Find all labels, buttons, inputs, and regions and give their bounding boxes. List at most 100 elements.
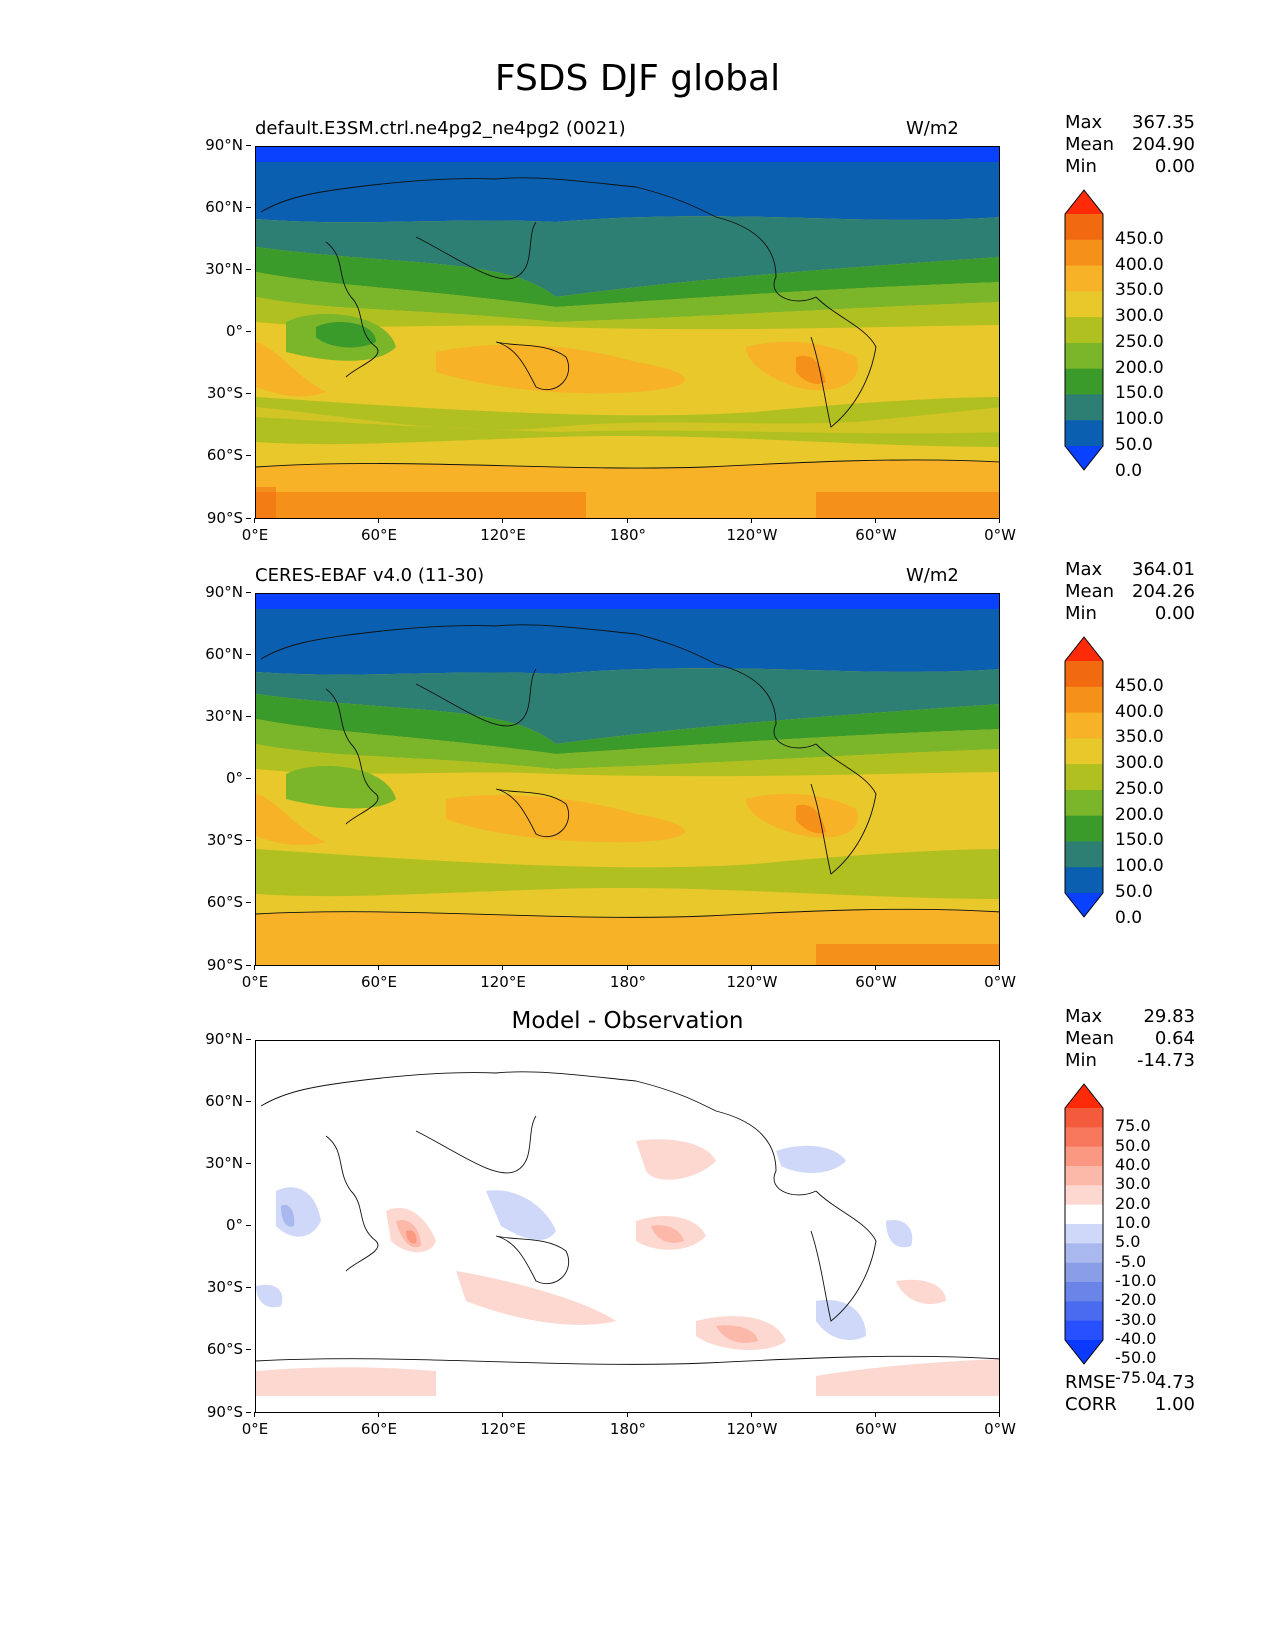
colorbar-segment: [1065, 841, 1103, 868]
colorbar-tick-label: 400.0: [1115, 701, 1164, 722]
stat-value: 0.00: [1154, 156, 1195, 177]
lat-tick-label: 30°N: [205, 707, 251, 725]
stat-min: Min 0.00: [1065, 603, 1195, 625]
colorbar-tick-label: 100.0: [1115, 409, 1164, 430]
colorbar-segment: [1065, 893, 1103, 917]
lat-tick-label: 0°: [225, 769, 252, 787]
colorbar-tick-label: 0.0: [1115, 460, 1143, 481]
colorbar-tick-label: 250.0: [1115, 778, 1164, 799]
lat-tick-label: 30°N: [205, 1154, 251, 1172]
lon-tick-label: 120°W: [722, 965, 782, 991]
colorbar-tick-label: 450.0: [1115, 675, 1164, 696]
colorbar-segment: [1065, 789, 1103, 817]
colorbar-tick-label: 350.0: [1115, 280, 1164, 301]
colorbar-outline: [1064, 636, 1104, 918]
difference-panel: Model - Observation: [170, 1006, 1210, 1442]
lon-tick-label: 180°: [598, 518, 658, 544]
colorbar: [1064, 636, 1104, 918]
lat-tick-label: 60°S: [206, 446, 252, 464]
stat-value: 204.26: [1132, 581, 1195, 602]
stat-mean: Mean 0.64: [1065, 1028, 1195, 1050]
metrics-block: RMSE 4.73 CORR 1.00: [1065, 1372, 1195, 1416]
observation-map: [255, 593, 1000, 966]
panel-units: W/m2: [906, 565, 959, 586]
colorbar-tick-label: -20.0: [1115, 1290, 1157, 1310]
stat-label: Max: [1065, 112, 1103, 133]
colorbar-segment: [1065, 239, 1103, 267]
colorbar-segment: [1065, 291, 1103, 318]
colorbar-tick-label: 300.0: [1115, 306, 1164, 327]
lat-tick-label: 90°S: [206, 1403, 252, 1421]
colorbar-segment: [1065, 1166, 1103, 1186]
lat-tick-label: 60°S: [206, 1340, 252, 1358]
colorbar-outline: [1064, 189, 1104, 471]
colorbar-tick-label: 200.0: [1115, 804, 1164, 825]
metric-value: 4.73: [1154, 1372, 1195, 1393]
colorbar-tick-label: 300.0: [1115, 753, 1164, 774]
colorbar-tick-label: 100.0: [1115, 856, 1164, 877]
stat-min: Min -14.73: [1065, 1050, 1195, 1072]
colorbar-segment: [1065, 1243, 1103, 1264]
colorbar-tick-label: 400.0: [1115, 254, 1164, 275]
lat-tick-label: 30°S: [206, 831, 252, 849]
colorbar-tick-label: -30.0: [1115, 1309, 1157, 1329]
colorbar-tick-label: 0.0: [1115, 907, 1143, 928]
colorbar: [1064, 1083, 1104, 1365]
lon-tick-label: 0°E: [225, 1412, 285, 1438]
colorbar-segment: [1065, 1204, 1103, 1225]
colorbar-outline: [1064, 1083, 1104, 1365]
lon-tick-label: 60°W: [846, 965, 906, 991]
lon-tick-label: 60°W: [846, 518, 906, 544]
colorbar-tick-label: 150.0: [1115, 830, 1164, 851]
difference-map: [255, 1040, 1000, 1413]
lon-tick-label: 60°E: [349, 965, 409, 991]
colorbar-tick-label: -75.0: [1115, 1367, 1157, 1387]
stats-block: Max 364.01 Mean 204.26 Min 0.00: [1065, 559, 1195, 625]
colorbar-segment: [1065, 1084, 1103, 1108]
stat-max: Max 29.83: [1065, 1006, 1195, 1028]
colorbar-tick-label: 200.0: [1115, 357, 1164, 378]
lon-tick-label: 0°W: [970, 1412, 1030, 1438]
stat-label: Max: [1065, 559, 1103, 580]
colorbar-segment: [1065, 394, 1103, 421]
colorbar-tick-label: -5.0: [1115, 1251, 1147, 1271]
model-map: [255, 146, 1000, 519]
lon-tick-label: 120°W: [722, 1412, 782, 1438]
model-panel: default.E3SM.ctrl.ne4pg2_ne4pg2 (0021) W…: [170, 112, 1210, 548]
lon-tick-label: 120°W: [722, 518, 782, 544]
colorbar-segment: [1065, 867, 1103, 894]
lon-tick-label: 0°W: [970, 965, 1030, 991]
colorbar-segment: [1065, 738, 1103, 765]
lat-tick-label: 0°: [225, 322, 252, 340]
colorbar-tick-label: 450.0: [1115, 228, 1164, 249]
metric-corr: CORR 1.00: [1065, 1394, 1195, 1416]
colorbar-segment: [1065, 214, 1103, 241]
stat-label: Mean: [1065, 1028, 1115, 1049]
stat-max: Max 367.35: [1065, 112, 1195, 134]
colorbar-segment: [1065, 1282, 1103, 1302]
metric-label: CORR: [1065, 1394, 1117, 1415]
colorbar-segment: [1065, 446, 1103, 470]
lon-tick-label: 180°: [598, 965, 658, 991]
lon-tick-label: 60°W: [846, 1412, 906, 1438]
lon-tick-label: 120°E: [473, 1412, 533, 1438]
panel-title: Model - Observation: [511, 1008, 744, 1034]
figure-title: FSDS DJF global: [494, 58, 781, 99]
stat-label: Min: [1065, 1050, 1097, 1071]
colorbar-segment: [1065, 661, 1103, 688]
stat-value: 204.90: [1132, 134, 1195, 155]
colorbar-segment: [1065, 1340, 1103, 1364]
stats-block: Max 29.83 Mean 0.64 Min -14.73: [1065, 1006, 1195, 1072]
colorbar-tick-label: 50.0: [1115, 1135, 1151, 1155]
stat-value: 29.83: [1143, 1006, 1195, 1027]
lat-tick-label: 90°S: [206, 509, 252, 527]
lon-tick-label: 0°W: [970, 518, 1030, 544]
stat-value: -14.73: [1136, 1050, 1195, 1071]
lon-tick-label: 60°E: [349, 1412, 409, 1438]
colorbar-segment: [1065, 1262, 1103, 1283]
lat-tick-label: 0°: [225, 1216, 252, 1234]
observation-panel: CERES-EBAF v4.0 (11-30) W/m2: [170, 559, 1210, 995]
lat-tick-label: 90°S: [206, 956, 252, 974]
colorbar-tick-label: 50.0: [1115, 435, 1153, 455]
colorbar-segment: [1065, 1146, 1103, 1167]
